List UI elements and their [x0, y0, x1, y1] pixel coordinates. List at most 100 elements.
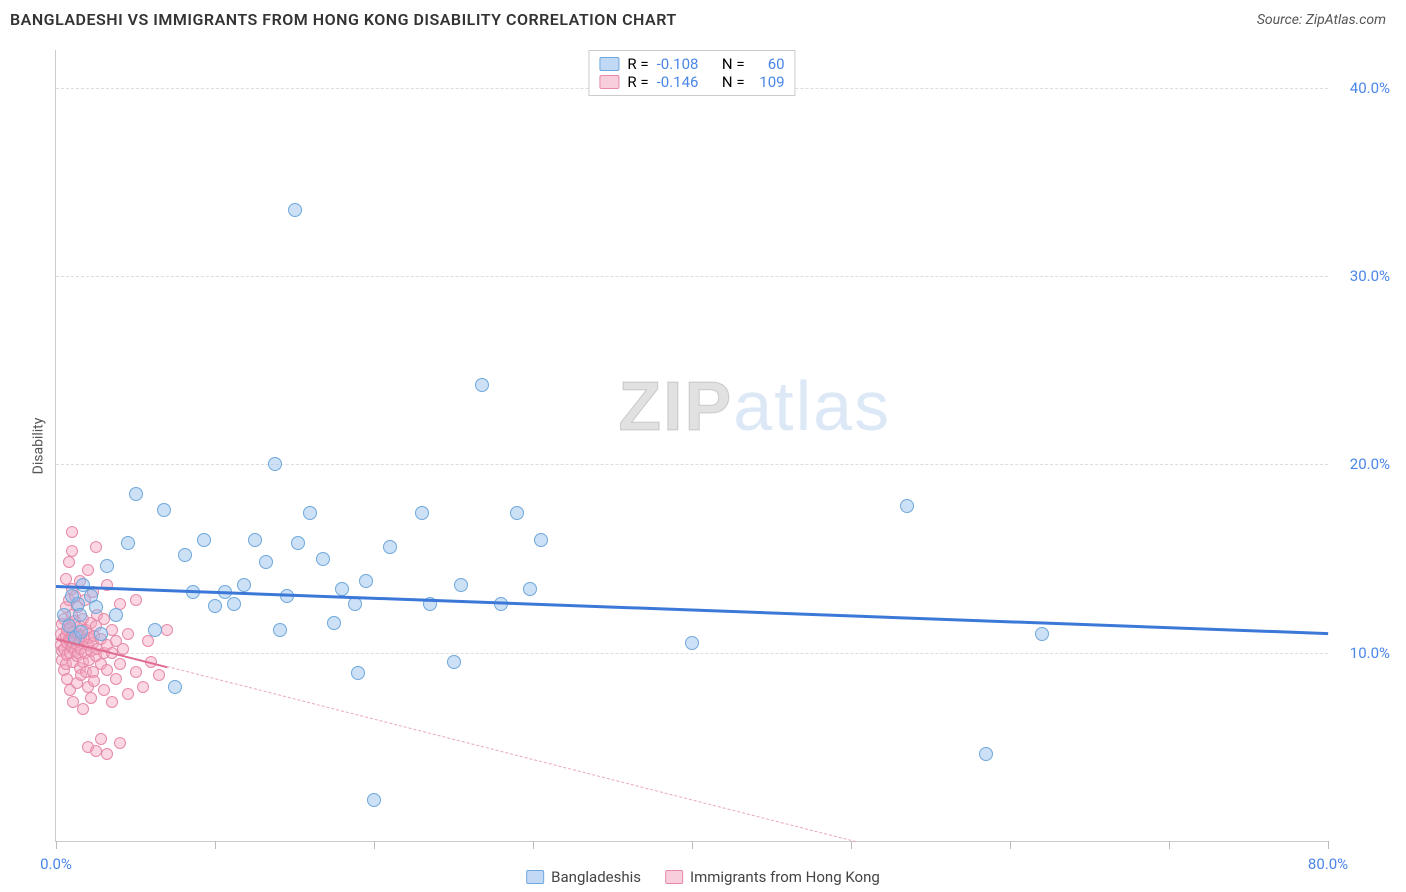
data-point — [148, 623, 162, 637]
data-point — [268, 457, 282, 471]
data-point — [90, 541, 102, 553]
x-tick-label: 0.0% — [40, 855, 72, 873]
data-point — [227, 597, 241, 611]
plot-area: R = -0.108 N = 60 R = -0.146 N = 109 ZIP… — [55, 50, 1328, 842]
data-point — [168, 680, 182, 694]
data-point — [237, 578, 251, 592]
x-tick-mark — [851, 841, 852, 849]
data-point — [178, 548, 192, 562]
legend-swatch-icon — [526, 870, 544, 884]
data-point — [73, 608, 87, 622]
data-point — [110, 673, 122, 685]
legend-label: Immigrants from Hong Kong — [690, 868, 880, 886]
legend-swatch-icon — [599, 75, 619, 89]
data-point — [510, 506, 524, 520]
x-tick-mark — [374, 841, 375, 849]
legend-row-series-b: R = -0.146 N = 109 — [599, 73, 784, 91]
data-point — [327, 616, 341, 630]
data-point — [121, 536, 135, 550]
data-point — [95, 733, 107, 745]
data-point — [98, 684, 110, 696]
y-tick-label: 10.0% — [1350, 644, 1390, 662]
legend-item-series-a: Bangladeshis — [526, 868, 641, 886]
data-point — [197, 533, 211, 547]
data-point — [303, 506, 317, 520]
data-point — [137, 681, 149, 693]
data-point — [101, 748, 113, 760]
data-point — [367, 793, 381, 807]
data-point — [534, 533, 548, 547]
data-point — [291, 536, 305, 550]
data-point — [89, 600, 103, 614]
data-point — [100, 559, 114, 573]
data-point — [114, 658, 126, 670]
source-attribution: Source: ZipAtlas.com — [1257, 12, 1386, 28]
data-point — [454, 578, 468, 592]
data-point — [85, 692, 97, 704]
chart-title: BANGLADESHI VS IMMIGRANTS FROM HONG KONG… — [10, 10, 677, 29]
data-point — [161, 624, 173, 636]
data-point — [122, 628, 134, 640]
x-tick-mark — [215, 841, 216, 849]
correlation-legend: R = -0.108 N = 60 R = -0.146 N = 109 — [588, 50, 795, 96]
x-tick-mark — [1169, 841, 1170, 849]
data-point — [82, 564, 94, 576]
x-tick-mark — [533, 841, 534, 849]
trend-line — [167, 666, 856, 842]
data-point — [523, 582, 537, 596]
n-value: 60 — [753, 55, 785, 73]
data-point — [98, 613, 110, 625]
legend-item-series-b: Immigrants from Hong Kong — [665, 868, 880, 886]
r-value: -0.108 — [657, 55, 699, 73]
legend-swatch-icon — [599, 57, 619, 71]
n-value: 109 — [753, 73, 785, 91]
data-point — [109, 608, 123, 622]
data-point — [475, 378, 489, 392]
data-point — [1035, 627, 1049, 641]
data-point — [77, 703, 89, 715]
chart-header: BANGLADESHI VS IMMIGRANTS FROM HONG KONG… — [0, 0, 1406, 31]
gridline — [56, 464, 1328, 465]
x-tick-label: 80.0% — [1308, 855, 1348, 873]
y-tick-label: 30.0% — [1350, 267, 1390, 285]
gridline — [56, 653, 1328, 654]
data-point — [114, 737, 126, 749]
y-tick-label: 20.0% — [1350, 455, 1390, 473]
y-tick-label: 40.0% — [1350, 79, 1390, 97]
gridline — [56, 276, 1328, 277]
data-point — [900, 499, 914, 513]
data-point — [447, 655, 461, 669]
data-point — [157, 503, 171, 517]
data-point — [94, 627, 108, 641]
data-point — [415, 506, 429, 520]
legend-label: Bangladeshis — [551, 868, 641, 886]
data-point — [979, 747, 993, 761]
data-point — [142, 635, 154, 647]
data-point — [351, 666, 365, 680]
data-point — [273, 623, 287, 637]
r-value: -0.146 — [657, 73, 699, 91]
watermark: ZIPatlas — [618, 366, 891, 446]
x-tick-mark — [692, 841, 693, 849]
data-point — [208, 599, 222, 613]
data-point — [122, 688, 134, 700]
data-point — [316, 552, 330, 566]
data-point — [130, 666, 142, 678]
x-tick-mark — [1010, 841, 1011, 849]
data-point — [63, 556, 75, 568]
data-point — [101, 664, 113, 676]
data-point — [259, 555, 273, 569]
data-point — [130, 594, 142, 606]
data-point — [248, 533, 262, 547]
chart-container: Disability R = -0.108 N = 60 R = -0.146 … — [10, 40, 1396, 852]
legend-row-series-a: R = -0.108 N = 60 — [599, 55, 784, 73]
x-tick-mark — [56, 841, 57, 849]
legend-swatch-icon — [665, 870, 683, 884]
x-tick-mark — [1328, 841, 1329, 849]
data-point — [383, 540, 397, 554]
trend-line — [56, 585, 1328, 635]
data-point — [153, 669, 165, 681]
series-legend: Bangladeshis Immigrants from Hong Kong — [526, 868, 880, 886]
data-point — [129, 487, 143, 501]
data-point — [685, 636, 699, 650]
